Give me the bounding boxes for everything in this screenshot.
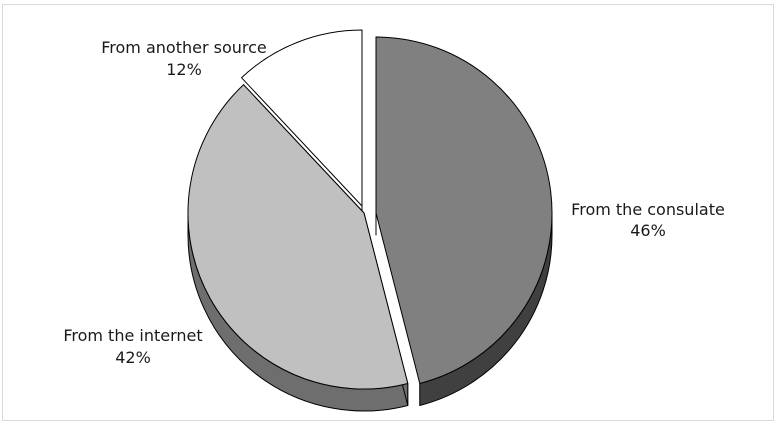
slice-label-internet-name: From the internet — [63, 326, 202, 345]
slice-other-top — [241, 29, 363, 207]
slice-label-other-value: 12% — [166, 60, 202, 79]
slice-label-internet-value: 42% — [115, 348, 151, 367]
slice-label-consulate-name: From the consulate — [571, 200, 725, 219]
slice-label-consulate-value: 46% — [630, 221, 666, 240]
slice-tops — [187, 29, 553, 390]
slice-labels: From the consulate 46% From the internet… — [63, 38, 724, 367]
slice-label-other-name: From another source — [101, 38, 267, 57]
slice-consulate-top — [375, 36, 553, 384]
slice-internet-top — [187, 84, 409, 390]
